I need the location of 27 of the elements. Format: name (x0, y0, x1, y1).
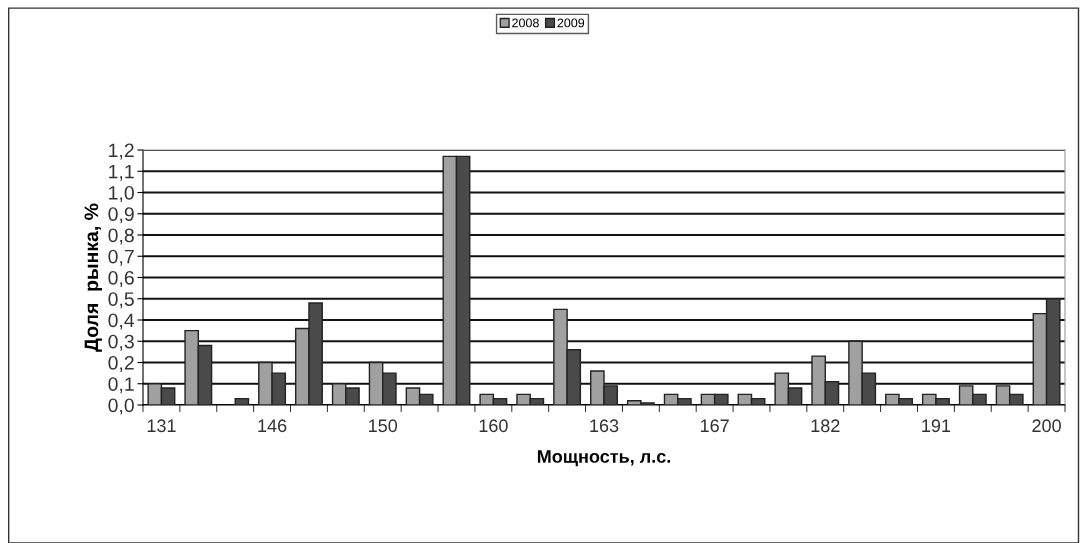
x-tick-label: 163 (590, 419, 619, 433)
x-tick-label: 191 (922, 419, 951, 433)
x-tick-label: 150 (369, 419, 398, 433)
y-tick-label: 0,8 (108, 228, 134, 245)
x-tick-label: 167 (700, 419, 729, 433)
y-tick-label: 0,1 (108, 377, 134, 394)
x-tick-label: 131 (147, 419, 176, 433)
legend-label: 2008 (512, 18, 539, 28)
y-tick-label: 0,5 (108, 292, 134, 309)
y-tick-label: 0,4 (108, 313, 135, 330)
y-tick-label: 1,2 (109, 143, 134, 160)
x-tick-label: 200 (1032, 419, 1061, 433)
y-tick-label: 0,2 (108, 355, 134, 373)
y-tick-label: 0,3 (108, 334, 134, 351)
y-tick-label: 0,9 (108, 207, 134, 224)
x-axis-title: Мощность, л.с. (537, 450, 671, 467)
legend-label: 2009 (557, 18, 585, 28)
x-tick-label: 160 (479, 419, 508, 433)
y-tick-label: 1,0 (109, 185, 134, 203)
y-tick-label: 1,1 (109, 164, 134, 181)
y-tick-label: 0,7 (108, 249, 134, 266)
y-tick-label: 0,6 (108, 270, 134, 288)
bar (234, 397, 250, 405)
x-tick-label: 146 (258, 419, 287, 433)
y-tick-label: 0,0 (108, 398, 134, 415)
y-axis-title: Доля рынка, % (84, 203, 103, 352)
x-tick-label: 182 (811, 419, 840, 433)
